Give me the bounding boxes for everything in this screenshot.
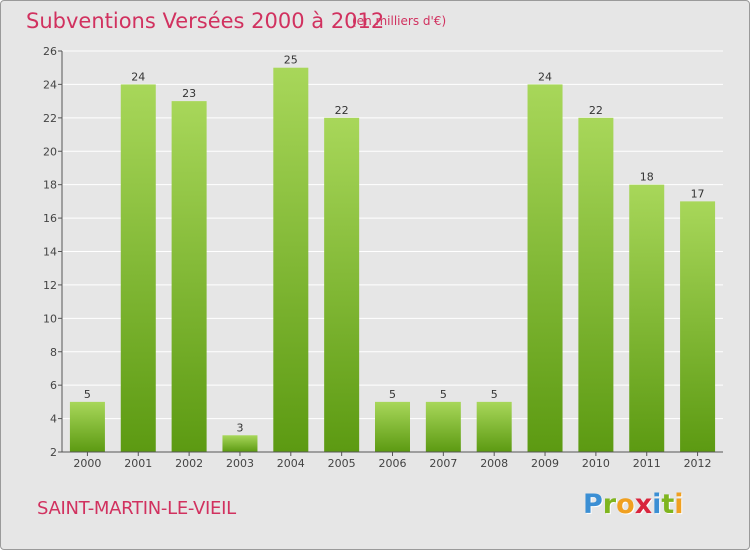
x-tick-label: 2009	[531, 457, 559, 470]
y-tick-label: 4	[50, 413, 57, 426]
bar-2000[interactable]	[69, 401, 105, 452]
y-tick-label: 8	[50, 346, 57, 359]
bar-2002[interactable]	[171, 101, 207, 452]
bar-2005[interactable]	[324, 117, 360, 452]
commune-name: SAINT-MARTIN-LE-VIEIL	[37, 498, 236, 519]
y-tick-label: 20	[43, 145, 57, 158]
x-tick-label: 2003	[226, 457, 254, 470]
x-tick-label: 2012	[684, 457, 712, 470]
data-label: 24	[538, 70, 552, 83]
x-tick-label: 2000	[73, 457, 101, 470]
y-tick-label: 14	[43, 246, 57, 259]
data-label: 23	[182, 87, 196, 100]
bar-2007[interactable]	[425, 401, 461, 452]
logo-letter: o	[616, 489, 635, 520]
x-tick-label: 2006	[379, 457, 407, 470]
y-tick-label: 12	[43, 279, 57, 292]
data-label: 5	[84, 388, 91, 401]
bar-2004[interactable]	[273, 67, 309, 452]
y-tick-label: 10	[43, 312, 57, 325]
bar-2003[interactable]	[222, 435, 258, 452]
x-tick-label: 2008	[480, 457, 508, 470]
y-tick-label: 16	[43, 212, 57, 225]
y-tick-label: 22	[43, 112, 57, 125]
bar-2009[interactable]	[527, 84, 563, 453]
data-label: 18	[640, 171, 654, 184]
bar-2006[interactable]	[375, 401, 410, 452]
bar-2012[interactable]	[680, 201, 716, 452]
bar-2011[interactable]	[629, 184, 665, 452]
chart-subtitle: (en milliers d'€)	[352, 14, 447, 28]
logo-letter: P	[583, 489, 603, 520]
logo-letter: x	[634, 489, 653, 520]
logo-letter: r	[602, 489, 617, 520]
data-label: 25	[284, 54, 298, 67]
data-label: 17	[691, 187, 705, 200]
y-tick-label: 26	[43, 45, 57, 58]
x-tick-label: 2001	[124, 457, 152, 470]
data-label: 5	[389, 388, 396, 401]
data-label: 3	[236, 421, 243, 434]
x-tick-label: 2011	[633, 457, 661, 470]
y-tick-label: 2	[50, 446, 57, 459]
x-tick-label: 2010	[582, 457, 610, 470]
data-label: 22	[589, 104, 603, 117]
logo-letter: i	[652, 489, 662, 520]
y-tick-label: 18	[43, 179, 57, 192]
x-tick-label: 2005	[328, 457, 356, 470]
bar-2001[interactable]	[120, 84, 156, 453]
y-tick-label: 6	[50, 379, 57, 392]
bar-2008[interactable]	[476, 401, 512, 452]
data-label: 5	[491, 388, 498, 401]
data-label: 5	[440, 388, 447, 401]
chart-title: Subventions Versées 2000 à 2012	[26, 9, 385, 33]
x-tick-label: 2002	[175, 457, 203, 470]
proxiti-logo[interactable]: Proxiti	[583, 489, 684, 520]
data-label: 24	[131, 70, 145, 83]
x-tick-label: 2004	[277, 457, 305, 470]
x-tick-label: 2007	[429, 457, 457, 470]
data-label: 22	[335, 104, 349, 117]
bars: 5 24 23 3 25 22 5 5 5 24 22 18 17	[69, 54, 716, 453]
y-tick-label: 24	[43, 78, 57, 91]
bar-2010[interactable]	[578, 117, 614, 452]
logo-letter: t	[661, 489, 675, 520]
logo-letter: i	[674, 489, 684, 520]
